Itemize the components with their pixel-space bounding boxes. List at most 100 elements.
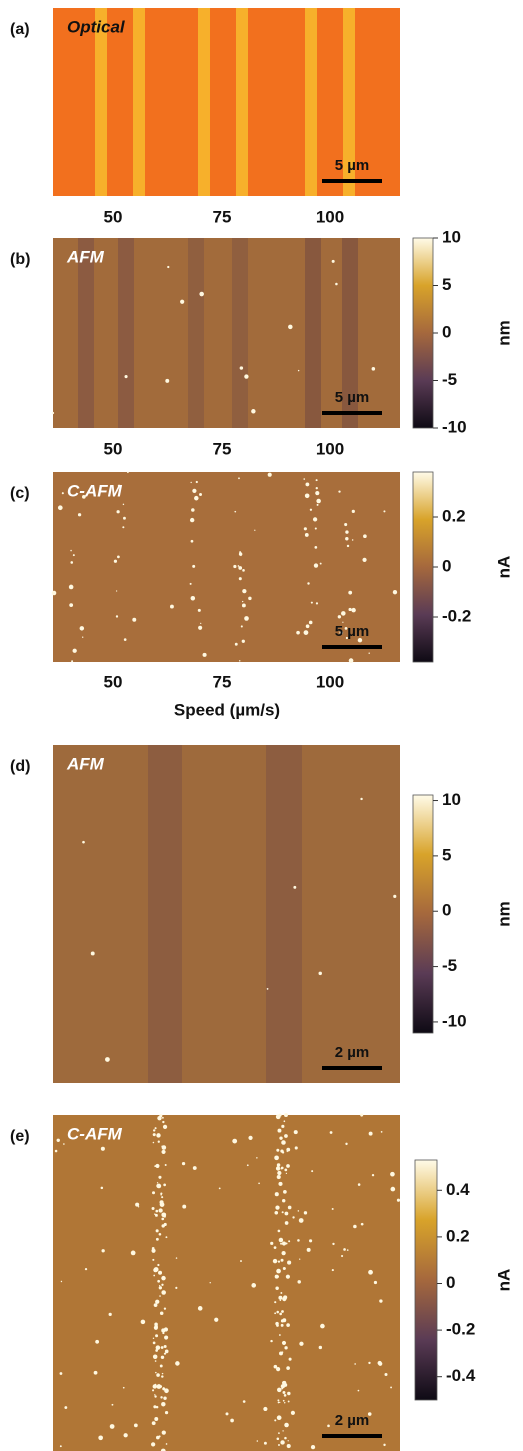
image-speck xyxy=(297,1239,300,1242)
image-speck xyxy=(202,652,207,657)
image-speck xyxy=(275,1286,279,1290)
image xyxy=(53,472,400,662)
image-speck xyxy=(288,1357,292,1361)
image-speck xyxy=(164,1335,169,1340)
image-speck xyxy=(280,1323,284,1327)
image-speck xyxy=(280,1242,283,1245)
image-speck xyxy=(163,1183,166,1187)
colorbar xyxy=(412,794,434,1034)
image-speck xyxy=(90,951,95,956)
image-speck xyxy=(160,1193,162,1196)
image-speck xyxy=(331,1269,334,1272)
image-speck xyxy=(256,1157,258,1159)
image-speck xyxy=(71,660,74,663)
image-speck xyxy=(238,660,241,662)
image-speck xyxy=(285,1172,288,1175)
image-speck xyxy=(158,1232,162,1236)
panel-label: (b) xyxy=(10,251,30,268)
image-speck xyxy=(337,615,342,619)
image-speck xyxy=(303,1211,308,1215)
image-speck xyxy=(154,1360,157,1362)
image-speck xyxy=(287,1205,292,1210)
image-speck xyxy=(161,1145,167,1150)
image-speck xyxy=(238,552,243,556)
image-speck xyxy=(274,1301,277,1304)
image-speck xyxy=(167,265,170,269)
image-speck xyxy=(152,1337,155,1340)
image-speck xyxy=(342,621,344,623)
image-speck xyxy=(351,539,354,541)
image-speck xyxy=(299,1341,304,1346)
image-speck xyxy=(309,508,313,511)
image-speck xyxy=(163,1345,167,1349)
image-speck xyxy=(357,1389,360,1392)
image-speck xyxy=(246,1164,249,1167)
scale-bar xyxy=(322,179,382,183)
image-speck xyxy=(293,885,297,889)
image-speck xyxy=(306,1247,311,1252)
image-speck xyxy=(285,1242,288,1245)
colorbar-unit: nA xyxy=(494,556,513,579)
image-stripe xyxy=(305,238,321,428)
image-speck xyxy=(93,1370,98,1375)
image-speck xyxy=(379,1299,383,1303)
image-speck xyxy=(157,1279,160,1283)
colorbar-unit: nm xyxy=(494,901,513,927)
image-speck xyxy=(270,1339,273,1343)
image-speck xyxy=(122,503,125,506)
image-speck xyxy=(362,557,367,562)
image-speck xyxy=(254,529,256,531)
image-speck xyxy=(51,590,57,596)
image-speck xyxy=(132,617,137,622)
image-speck xyxy=(351,607,356,613)
image-speck xyxy=(305,624,310,629)
image-stripe xyxy=(343,8,355,196)
image-speck xyxy=(163,1307,167,1310)
image-speck xyxy=(164,1164,167,1167)
image-speck xyxy=(161,1275,166,1281)
image-speck xyxy=(233,564,237,569)
colorbar-tick-label: -0.2 xyxy=(442,606,471,625)
image-speck xyxy=(105,1057,110,1062)
image-speck xyxy=(274,1274,279,1279)
image-speck xyxy=(163,1352,167,1355)
image-speck xyxy=(315,479,318,482)
image-speck xyxy=(320,1323,325,1329)
scale-bar xyxy=(322,1066,382,1070)
image-speck xyxy=(348,658,354,663)
image-speck xyxy=(287,1400,290,1403)
image-speck xyxy=(123,516,126,520)
scale-bar xyxy=(322,1434,382,1438)
image-speck xyxy=(159,1285,161,1287)
image-speck xyxy=(281,1140,286,1145)
image-speck xyxy=(116,510,120,514)
image-speck xyxy=(225,1412,229,1416)
image-speck xyxy=(251,1283,257,1288)
image-speck xyxy=(154,1324,158,1329)
image-speck xyxy=(390,1186,396,1192)
x-tick-label: 100 xyxy=(316,672,344,691)
image-speck xyxy=(198,625,203,630)
image-speck xyxy=(277,1399,280,1402)
image-speck xyxy=(368,1361,371,1365)
image-speck xyxy=(279,1136,283,1140)
colorbar-tick-label: 5 xyxy=(442,845,451,864)
image-speck xyxy=(345,537,349,541)
image-speck xyxy=(155,1299,160,1304)
image-speck xyxy=(274,1419,277,1422)
image-speck xyxy=(263,1406,268,1412)
image-speck xyxy=(160,1448,166,1451)
image-speck xyxy=(345,636,348,640)
image-speck xyxy=(160,1396,163,1399)
image-speck xyxy=(278,1416,282,1420)
image-speck xyxy=(278,1113,282,1117)
image-speck xyxy=(170,604,174,609)
scale-bar xyxy=(322,645,382,649)
image-speck xyxy=(160,1346,164,1349)
image-speck xyxy=(190,481,192,484)
image-speck xyxy=(392,589,398,595)
image-speck xyxy=(304,533,309,537)
panel: (a) Optical 5 µm 50 75 100 xyxy=(10,8,400,226)
image-speck xyxy=(100,1186,104,1190)
image-speck xyxy=(248,1135,253,1140)
